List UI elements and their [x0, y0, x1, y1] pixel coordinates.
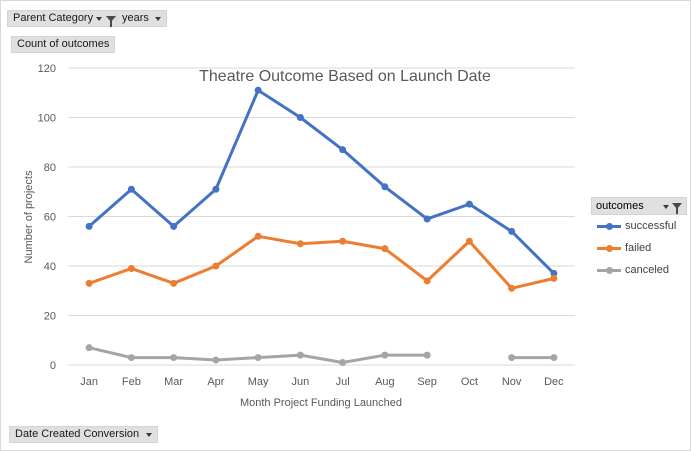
filter-funnel-icon [106, 15, 117, 27]
series-failed [85, 232, 558, 292]
x-tick-label: Oct [461, 376, 478, 388]
legend: outcomes successful failed canceled [591, 197, 687, 281]
legend-item-failed: failed [591, 237, 687, 259]
gridlines [68, 67, 575, 366]
x-tick-label: Feb [122, 376, 141, 388]
data-point-successful [254, 86, 262, 94]
data-point-canceled [127, 354, 135, 362]
x-tick-label: Nov [502, 376, 522, 388]
data-point-canceled [423, 351, 431, 359]
dropdown-arrow-icon [154, 17, 161, 21]
data-point-successful [85, 222, 93, 230]
data-point-failed [465, 237, 473, 245]
dropdown-arrow-icon [146, 433, 153, 437]
x-tick-label: May [248, 376, 269, 388]
data-point-successful [550, 269, 558, 277]
parent-category-filter-button[interactable]: Parent Category [7, 10, 123, 27]
years-filter-button[interactable]: years [116, 10, 167, 27]
data-point-failed [85, 279, 93, 287]
x-axis-label: Month Project Funding Launched [240, 397, 402, 409]
legend-label-canceled: canceled [625, 264, 670, 276]
data-point-canceled [296, 351, 304, 359]
x-tick-label: Sep [417, 376, 437, 388]
data-point-successful [381, 183, 389, 191]
data-point-canceled [339, 359, 347, 367]
data-point-failed [296, 240, 304, 248]
data-point-successful [212, 185, 220, 193]
series-successful [85, 86, 558, 277]
legend-filter-button[interactable]: outcomes [591, 197, 687, 215]
axis-field-label: Date Created Conversion [15, 428, 140, 440]
dropdown-arrow-icon [663, 204, 669, 209]
data-point-failed [423, 277, 431, 285]
legend-label-failed: failed [625, 242, 652, 254]
data-point-canceled [550, 354, 558, 362]
parent-category-label: Parent Category [13, 12, 94, 24]
data-point-successful [170, 222, 178, 230]
x-tick-label: Aug [375, 376, 395, 388]
y-tick-label: 0 [50, 360, 56, 372]
series-line-failed [87, 234, 556, 290]
dropdown-arrow-icon [96, 17, 103, 21]
data-point-canceled [170, 354, 178, 362]
years-label: years [122, 12, 149, 24]
x-tick-label: Apr [207, 376, 224, 388]
data-point-canceled [508, 354, 516, 362]
data-point-successful [465, 200, 473, 208]
y-tick-label: 100 [38, 113, 56, 125]
x-tick-label: Jul [336, 376, 350, 388]
y-tick-label: 60 [44, 212, 56, 224]
legend-label-successful: successful [625, 220, 677, 232]
legend-item-successful: successful [591, 215, 687, 237]
data-point-successful [508, 227, 516, 235]
data-point-canceled [254, 354, 262, 362]
y-axis-ticks: 0 20 40 60 80 100 120 [38, 63, 56, 372]
data-point-failed [127, 264, 135, 272]
series-lines [85, 86, 558, 367]
legend-swatch-failed [597, 244, 621, 253]
data-point-canceled [85, 344, 93, 352]
data-point-failed [508, 284, 516, 292]
data-point-failed [339, 237, 347, 245]
series-line-successful [87, 88, 556, 275]
data-point-failed [550, 274, 558, 282]
x-axis-ticks: Jan Feb Mar Apr May Jun Jul Aug Sep Oct Nov Dec [80, 376, 564, 388]
data-point-canceled [381, 351, 389, 359]
data-point-successful [127, 185, 135, 193]
data-point-failed [381, 245, 389, 253]
data-point-successful [296, 114, 304, 121]
y-tick-label: 20 [44, 311, 56, 323]
data-point-failed [170, 279, 178, 287]
y-tick-label: 80 [44, 162, 56, 174]
y-tick-label: 120 [38, 63, 56, 75]
x-tick-label: Mar [164, 376, 183, 388]
legend-item-canceled: canceled [591, 259, 687, 281]
data-point-failed [212, 262, 220, 270]
data-point-successful [339, 146, 347, 154]
x-tick-label: Jan [80, 376, 98, 388]
chart-title: Theatre Outcome Based on Launch Date [199, 68, 491, 85]
data-point-canceled [212, 356, 220, 364]
axis-field-button[interactable]: Date Created Conversion [9, 426, 159, 443]
data-point-successful [423, 215, 431, 223]
x-tick-label: Dec [544, 376, 564, 388]
y-tick-label: 40 [44, 261, 56, 273]
series-canceled [85, 344, 558, 367]
values-field-label: Count of outcomes [17, 38, 110, 50]
x-tick-label: Jun [292, 376, 310, 388]
y-axis-label: Number of projects [23, 170, 35, 263]
legend-swatch-successful [597, 222, 621, 231]
filter-funnel-icon [672, 203, 682, 214]
legend-swatch-canceled [597, 266, 621, 275]
legend-title: outcomes [596, 200, 644, 212]
data-point-failed [254, 232, 262, 240]
values-field-button[interactable]: Count of outcomes [11, 36, 116, 53]
